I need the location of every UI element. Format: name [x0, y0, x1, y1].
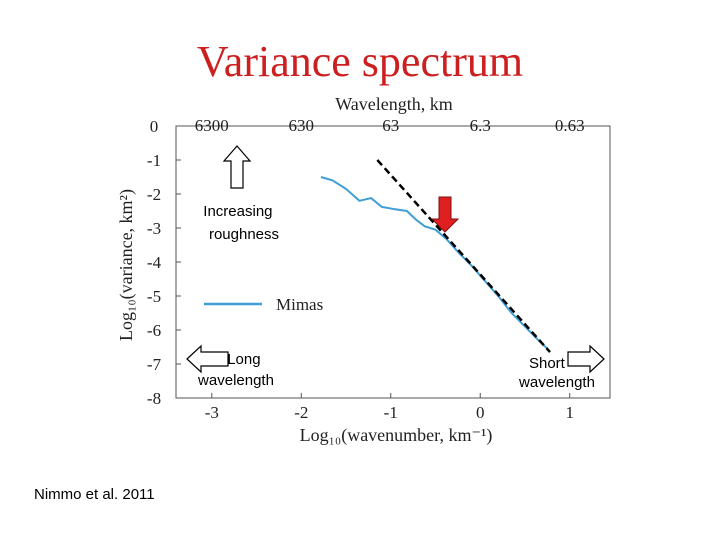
y-tick-label: -8 — [147, 389, 161, 408]
annotation-increasing-roughness: Increasing roughness — [203, 203, 279, 243]
top-axis-title: Wavelength, km — [335, 94, 453, 114]
x-axis-title: Log₁₀(wavenumber, km⁻¹) — [300, 425, 493, 446]
x-tick-label: -1 — [384, 403, 398, 422]
y-tick-label: -6 — [147, 321, 161, 340]
top-tick-label: 0.63 — [555, 116, 585, 135]
y-tick-label: -3 — [147, 219, 161, 238]
y-tick-labels: 0 -1 -2 -3 -4 -5 -6 -7 -8 — [147, 117, 181, 408]
x-tick-label: -2 — [294, 403, 308, 422]
right-arrow-icon — [567, 344, 605, 374]
top-tick-labels: 6300 630 63 6.3 0.63 — [195, 116, 585, 135]
y-tick-label: -2 — [147, 185, 161, 204]
down-arrow-icon — [430, 196, 460, 233]
y-tick-label: -5 — [147, 287, 161, 306]
annotation-long-wavelength: Long wavelength — [197, 351, 274, 389]
x-tick-labels: -3 -2 -1 0 1 — [205, 393, 574, 422]
x-tick-label: 1 — [565, 403, 574, 422]
x-tick-label: -3 — [205, 403, 219, 422]
top-tick-label: 630 — [289, 116, 315, 135]
annotation-short-wavelength: Short wavelength — [518, 355, 595, 391]
y-tick-label: -4 — [147, 253, 162, 272]
legend-label-mimas: Mimas — [276, 295, 323, 314]
top-tick-label: 63 — [382, 116, 399, 135]
up-arrow-icon — [222, 145, 252, 189]
citation: Nimmo et al. 2011 — [34, 486, 155, 503]
fit-line — [376, 159, 551, 353]
y-axis-title: Log₁₀(variance, km²) — [116, 189, 137, 341]
left-arrow-icon — [186, 344, 229, 374]
series-line-mimas — [320, 176, 549, 350]
top-tick-label: 6.3 — [470, 116, 491, 135]
slide-title: Variance spectrum — [196, 37, 524, 86]
y-tick-label: -1 — [147, 151, 161, 170]
x-tick-label: 0 — [476, 403, 485, 422]
y-tick-label: -7 — [147, 355, 162, 374]
top-tick-label: 6300 — [195, 116, 229, 135]
y-tick-label: 0 — [150, 117, 159, 136]
